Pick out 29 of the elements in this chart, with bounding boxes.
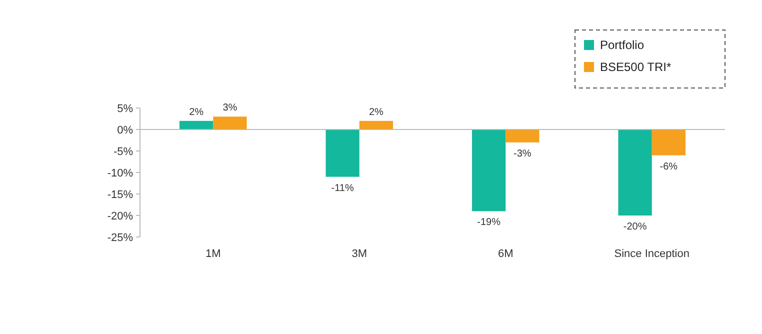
- y-tick-label: 0%: [117, 124, 134, 136]
- bar: [472, 130, 506, 212]
- y-tick-label: -20%: [107, 210, 134, 222]
- y-tick-label: -5%: [113, 146, 134, 158]
- y-tick-label: -10%: [107, 168, 134, 180]
- data-label: 3%: [222, 102, 238, 114]
- bar: [213, 116, 247, 130]
- x-tick-label: 1M: [205, 248, 221, 260]
- legend-label: BSE500 TRI*: [600, 60, 672, 74]
- x-tick-label: 3M: [352, 248, 368, 260]
- y-tick-label: 5%: [117, 103, 134, 115]
- data-label: 2%: [189, 106, 204, 118]
- data-label: -6%: [660, 161, 678, 172]
- data-label: -19%: [477, 217, 501, 228]
- bar: [506, 130, 540, 142]
- bar: [652, 130, 686, 156]
- y-tick-label: -25%: [107, 232, 134, 244]
- y-tick-label: -15%: [107, 189, 134, 201]
- bar: [179, 120, 214, 130]
- x-tick-label: Since Inception: [614, 248, 690, 260]
- bar: [326, 130, 360, 177]
- data-label: -20%: [623, 222, 647, 232]
- data-label: -11%: [331, 182, 354, 194]
- data-label: 2%: [368, 106, 384, 118]
- bar: [359, 120, 394, 130]
- bar: [618, 130, 652, 216]
- x-tick-label: 6M: [498, 248, 514, 260]
- data-label: -3%: [514, 148, 532, 160]
- legend-label: Portfolio: [600, 38, 644, 52]
